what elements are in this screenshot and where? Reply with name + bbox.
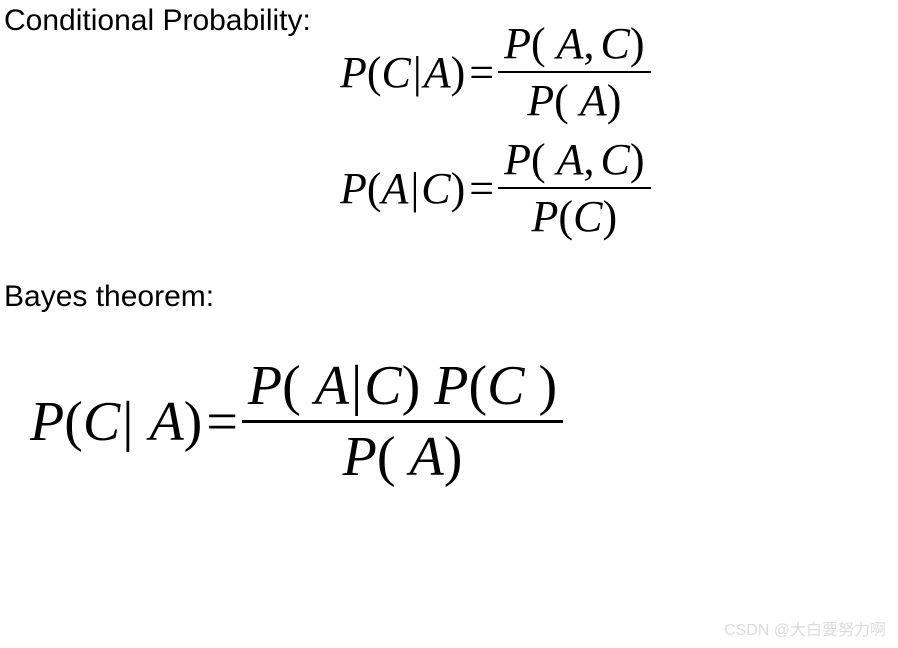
- func-p: P: [340, 47, 367, 98]
- paren-open: (: [531, 19, 546, 68]
- arg-a: A: [410, 426, 444, 488]
- arg-a: A: [557, 19, 584, 68]
- paren-close: ): [451, 47, 466, 98]
- cond1-lhs: P(C|A): [340, 47, 465, 98]
- arg-c: C: [382, 47, 411, 98]
- arg-c: C: [487, 355, 524, 417]
- paren-open: (: [377, 426, 396, 488]
- arg-a: A: [580, 76, 607, 125]
- func-p: P: [504, 135, 531, 184]
- arg-c: C: [573, 192, 602, 241]
- bayes-fraction: P( A|C) P(C ) P( A): [242, 354, 563, 489]
- paren-close: ): [184, 390, 203, 454]
- func-p: P: [532, 192, 559, 241]
- paren-close: ): [451, 163, 466, 214]
- cond1-fraction: P( A,C) P( A): [498, 18, 650, 126]
- heading-bayes: Bayes theorem:: [0, 250, 898, 314]
- func-p: P: [527, 76, 554, 125]
- cond2-denominator: P(C): [526, 191, 624, 242]
- bayes-numerator: P( A|C) P(C ): [242, 354, 563, 418]
- func-p: P: [340, 163, 367, 214]
- arg-c: C: [364, 355, 401, 417]
- cond1-numerator: P( A,C): [498, 18, 650, 69]
- bar-sep: |: [122, 390, 133, 454]
- paren-open: (: [64, 390, 83, 454]
- paren-close: ): [630, 19, 645, 68]
- paren-open: (: [554, 76, 569, 125]
- paren-close: ): [630, 135, 645, 184]
- equation-bayes: P(C| A) = P( A|C) P(C ) P( A): [30, 354, 898, 489]
- paren-close: ): [538, 355, 557, 417]
- equation-cond1: P(C|A) = P( A,C) P( A): [340, 18, 898, 126]
- bar-sep: |: [413, 47, 422, 98]
- paren-close: ): [602, 192, 617, 241]
- equals-sign: =: [469, 163, 494, 214]
- func-p: P: [30, 390, 64, 454]
- arg-a: A: [149, 390, 183, 454]
- paren-open: (: [558, 192, 573, 241]
- arg-c: C: [601, 135, 630, 184]
- cond2-lhs: P(A|C): [340, 163, 465, 214]
- func-p: P: [343, 426, 377, 488]
- arg-a: A: [315, 355, 349, 417]
- arg-c: C: [421, 163, 450, 214]
- paren-open: (: [367, 47, 382, 98]
- arg-a: A: [557, 135, 584, 184]
- paren-open: (: [282, 355, 301, 417]
- bayes-lhs: P(C| A): [30, 390, 202, 454]
- equals-sign: =: [206, 390, 238, 454]
- cond2-fraction: P( A,C) P(C): [498, 134, 650, 242]
- equals-sign: =: [469, 47, 494, 98]
- arg-c: C: [83, 390, 120, 454]
- func-p: P: [504, 19, 531, 68]
- paren-close: ): [402, 355, 421, 417]
- paren-open: (: [468, 355, 487, 417]
- equation-block-conditional: P(C|A) = P( A,C) P( A) P(A|C) = P( A,C) …: [340, 18, 898, 242]
- paren-close: ): [607, 76, 622, 125]
- bayes-denominator: P( A): [337, 425, 469, 489]
- comma-sep: ,: [584, 19, 595, 68]
- bar-sep: |: [351, 355, 362, 417]
- bar-sep: |: [410, 163, 419, 214]
- cond2-numerator: P( A,C): [498, 134, 650, 185]
- arg-a: A: [424, 47, 451, 98]
- watermark-text: CSDN @大白要努力啊: [724, 616, 886, 640]
- fraction-line: [498, 71, 650, 73]
- fraction-line: [242, 420, 563, 423]
- comma-sep: ,: [584, 135, 595, 184]
- paren-close: ): [444, 426, 463, 488]
- func-p: P: [434, 355, 468, 417]
- paren-open: (: [367, 163, 382, 214]
- func-p: P: [248, 355, 282, 417]
- cond1-denominator: P( A): [521, 75, 627, 126]
- arg-c: C: [601, 19, 630, 68]
- fraction-line: [498, 187, 650, 189]
- equation-cond2: P(A|C) = P( A,C) P(C): [340, 134, 898, 242]
- arg-a: A: [382, 163, 409, 214]
- paren-open: (: [531, 135, 546, 184]
